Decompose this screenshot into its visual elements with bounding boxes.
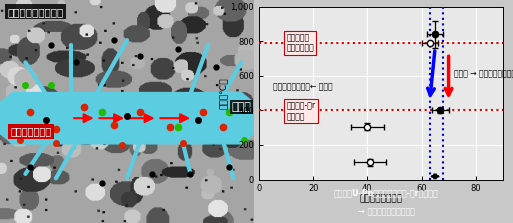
Text: 急冷？ → 割れ目頻度（小）: 急冷？ → 割れ目頻度（小） bbox=[454, 70, 513, 78]
X-axis label: 年代（百万年前）: 年代（百万年前） bbox=[360, 195, 402, 204]
Text: 結晶質岩の
結晶固化温度: 結晶質岩の 結晶固化温度 bbox=[286, 33, 314, 53]
Text: 割れ目頻度（大）← 徐冷？: 割れ目頻度（大）← 徐冷？ bbox=[272, 83, 332, 92]
Text: 移流・分散現象: 移流・分散現象 bbox=[10, 127, 51, 136]
Polygon shape bbox=[0, 93, 254, 144]
Text: → 割れ目頻度の評価指標: → 割れ目頻度の評価指標 bbox=[358, 207, 415, 216]
Text: 結晶質岩（花崗岩）: 結晶質岩（花崗岩） bbox=[8, 7, 64, 17]
Y-axis label: 温度（℃）: 温度（℃） bbox=[220, 77, 229, 109]
Text: ジルコンU-Pb年代と黒雲母Ｋ-Ａr年代の差: ジルコンU-Pb年代と黒雲母Ｋ-Ａr年代の差 bbox=[334, 189, 438, 198]
Text: 黒雲母Ｋ-Ａr
閉鎖温度: 黒雲母Ｋ-Ａr 閉鎖温度 bbox=[286, 101, 315, 121]
Text: 割れ目: 割れ目 bbox=[231, 102, 251, 112]
